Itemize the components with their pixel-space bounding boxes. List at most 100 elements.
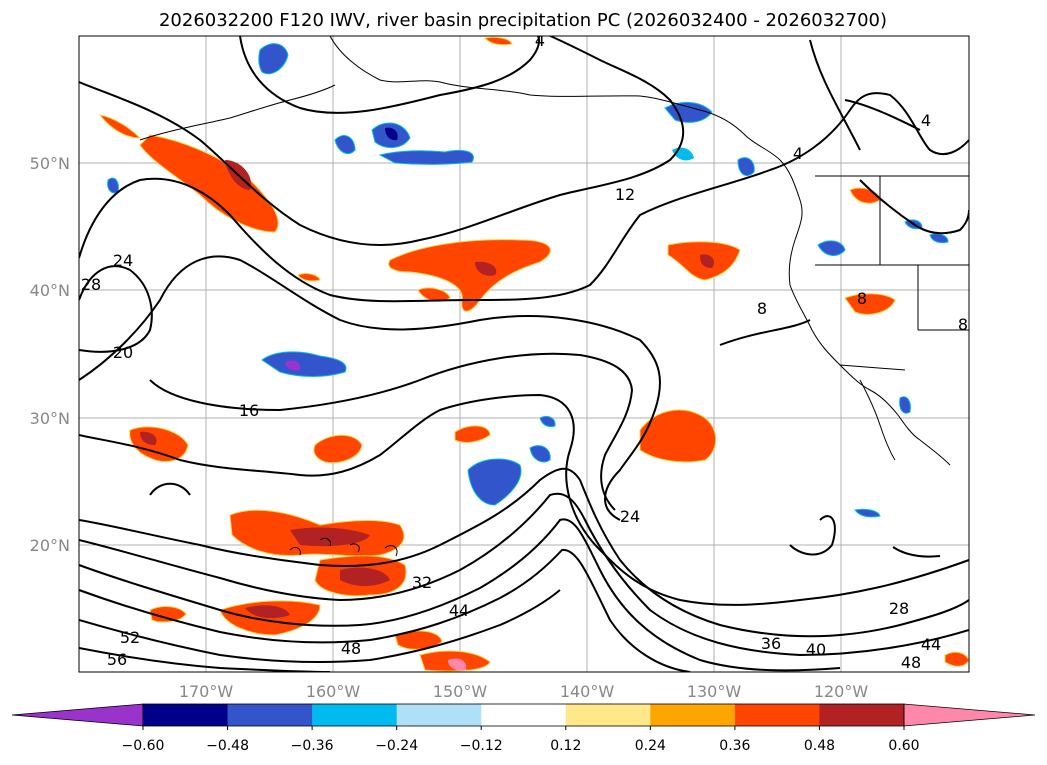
- iwv-contour: [79, 36, 685, 246]
- contour-label: 28: [81, 275, 101, 294]
- coastlines: [139, 36, 969, 557]
- contour-label: 40: [806, 640, 826, 659]
- precip-blob: [290, 527, 370, 547]
- iwv-contour: [719, 319, 811, 346]
- precip-blob: [297, 273, 321, 282]
- colorbar: −0.60 −0.48 −0.36 −0.24 −0.12 0.12 0.24 0.36 0.4…: [11, 703, 1036, 754]
- precip-blob: [378, 149, 474, 165]
- iwv-contour: [79, 92, 969, 303]
- colorbar-extension-low: [11, 703, 144, 727]
- contour-label: 28: [889, 599, 909, 618]
- iwv-contour: [149, 482, 191, 496]
- iwv-contour: [859, 179, 969, 235]
- iwv-contour: [79, 255, 661, 521]
- precip-blob: [484, 36, 513, 46]
- iwv-contour: [79, 518, 841, 672]
- precip-blob: [388, 239, 551, 312]
- precip-blob: [817, 240, 846, 256]
- colorbar-tick-label: −0.48: [206, 738, 249, 754]
- colorbar-tick-label: 0.36: [719, 738, 750, 754]
- iwv-contour: [79, 265, 153, 353]
- precip-blob: [454, 425, 491, 443]
- precip-blob: [844, 293, 896, 315]
- precip-blob: [539, 415, 556, 428]
- precip-blob: [417, 287, 451, 302]
- coastline-baja: [859, 379, 896, 461]
- iwv-contour: [809, 39, 861, 151]
- contour-label: 4: [921, 111, 931, 130]
- lat-tick-label: 30°N: [30, 409, 70, 428]
- iwv-contours: [79, 36, 969, 672]
- precip-blob: [285, 360, 301, 371]
- iwv-contour: [844, 99, 921, 131]
- state-borders: [815, 176, 969, 331]
- contour-label: 16: [239, 401, 259, 420]
- colorbar-segments: [11, 703, 1036, 727]
- contour-label: 8: [958, 315, 968, 334]
- iwv-contour: [79, 393, 969, 606]
- lat-tick-label: 50°N: [30, 154, 70, 173]
- lon-tick-label: 170°W: [179, 682, 234, 701]
- iwv-contour: [79, 467, 969, 638]
- colorbar-ticks: −0.60 −0.48 −0.36 −0.24 −0.12 0.12 0.24 0.36 0.4…: [122, 726, 920, 754]
- lon-tick-label: 130°W: [687, 682, 742, 701]
- iwv-contour: [79, 492, 969, 657]
- colorbar-tick-label: −0.24: [375, 738, 418, 754]
- lon-tick-label: 120°W: [814, 682, 869, 701]
- precip-blob: [149, 606, 187, 623]
- iwv-contour: [789, 515, 836, 556]
- precip-blob: [700, 254, 715, 268]
- lon-tick-label: 150°W: [433, 682, 488, 701]
- contour-label: 36: [761, 634, 781, 653]
- precip-blob: [448, 658, 467, 671]
- contour-label: 24: [620, 507, 640, 526]
- precip-blob: [475, 261, 497, 276]
- iwv-contour: [239, 36, 540, 114]
- chart-title: 2026032200 F120 IWV, river basin precipi…: [159, 10, 887, 31]
- colorbar-frame: [142, 703, 905, 727]
- iwv-contour: [149, 352, 634, 511]
- gridlines: [79, 36, 969, 672]
- contour-label: 44: [921, 635, 941, 654]
- border-us-mexico: [839, 364, 906, 371]
- coastline-alaska: [329, 36, 803, 241]
- colorbar-segment: [565, 704, 651, 726]
- contour-label: 12: [615, 185, 635, 204]
- precip-blob: [385, 127, 398, 141]
- colorbar-segment: [650, 704, 736, 726]
- contour-label: 48: [901, 653, 921, 672]
- iwv-contour: [79, 548, 691, 672]
- colorbar-tick-label: −0.60: [122, 738, 165, 754]
- colorbar-tick-label: 0.48: [804, 738, 835, 754]
- map-frame: [78, 35, 970, 673]
- precip-blob: [334, 135, 356, 155]
- contour-label: 48: [341, 639, 361, 658]
- precip-blob: [261, 351, 347, 377]
- lon-tick-labels: 170°W 160°W 150°W 140°W 130°W 120°W: [179, 682, 869, 701]
- colorbar-tick-label: 0.12: [550, 738, 581, 754]
- map-panel: 4 4 4 12 8 8 8 24 28 20 16 24 32 44 52 5…: [30, 31, 970, 701]
- contour-labels: 4 4 4 12 8 8 8 24 28 20 16 24 32 44 52 5…: [81, 31, 968, 672]
- lat-tick-label: 40°N: [30, 281, 70, 300]
- precip-blob: [140, 431, 157, 445]
- precip-negative-areas: [107, 43, 949, 518]
- colorbar-tick-label: 0.24: [635, 738, 666, 754]
- contour-label: 4: [793, 144, 803, 163]
- colorbar-tick-label: −0.36: [291, 738, 334, 754]
- precip-blob: [899, 396, 911, 414]
- precip-blob: [340, 567, 390, 586]
- aleutian-islands: [139, 84, 336, 141]
- colorbar-segment: [143, 704, 229, 726]
- contour-label: 4: [535, 31, 545, 50]
- iwv-contour: [79, 647, 331, 672]
- precip-blob: [139, 134, 279, 233]
- contour-label: 52: [120, 628, 140, 647]
- colorbar-segment: [481, 704, 567, 726]
- colorbar-segment: [819, 704, 905, 726]
- contour-label: 8: [757, 299, 767, 318]
- precip-blob: [245, 605, 290, 619]
- colorbar-tick-label: −0.12: [460, 738, 503, 754]
- coastline-westcoast: [788, 239, 951, 466]
- precip-blob: [639, 409, 717, 463]
